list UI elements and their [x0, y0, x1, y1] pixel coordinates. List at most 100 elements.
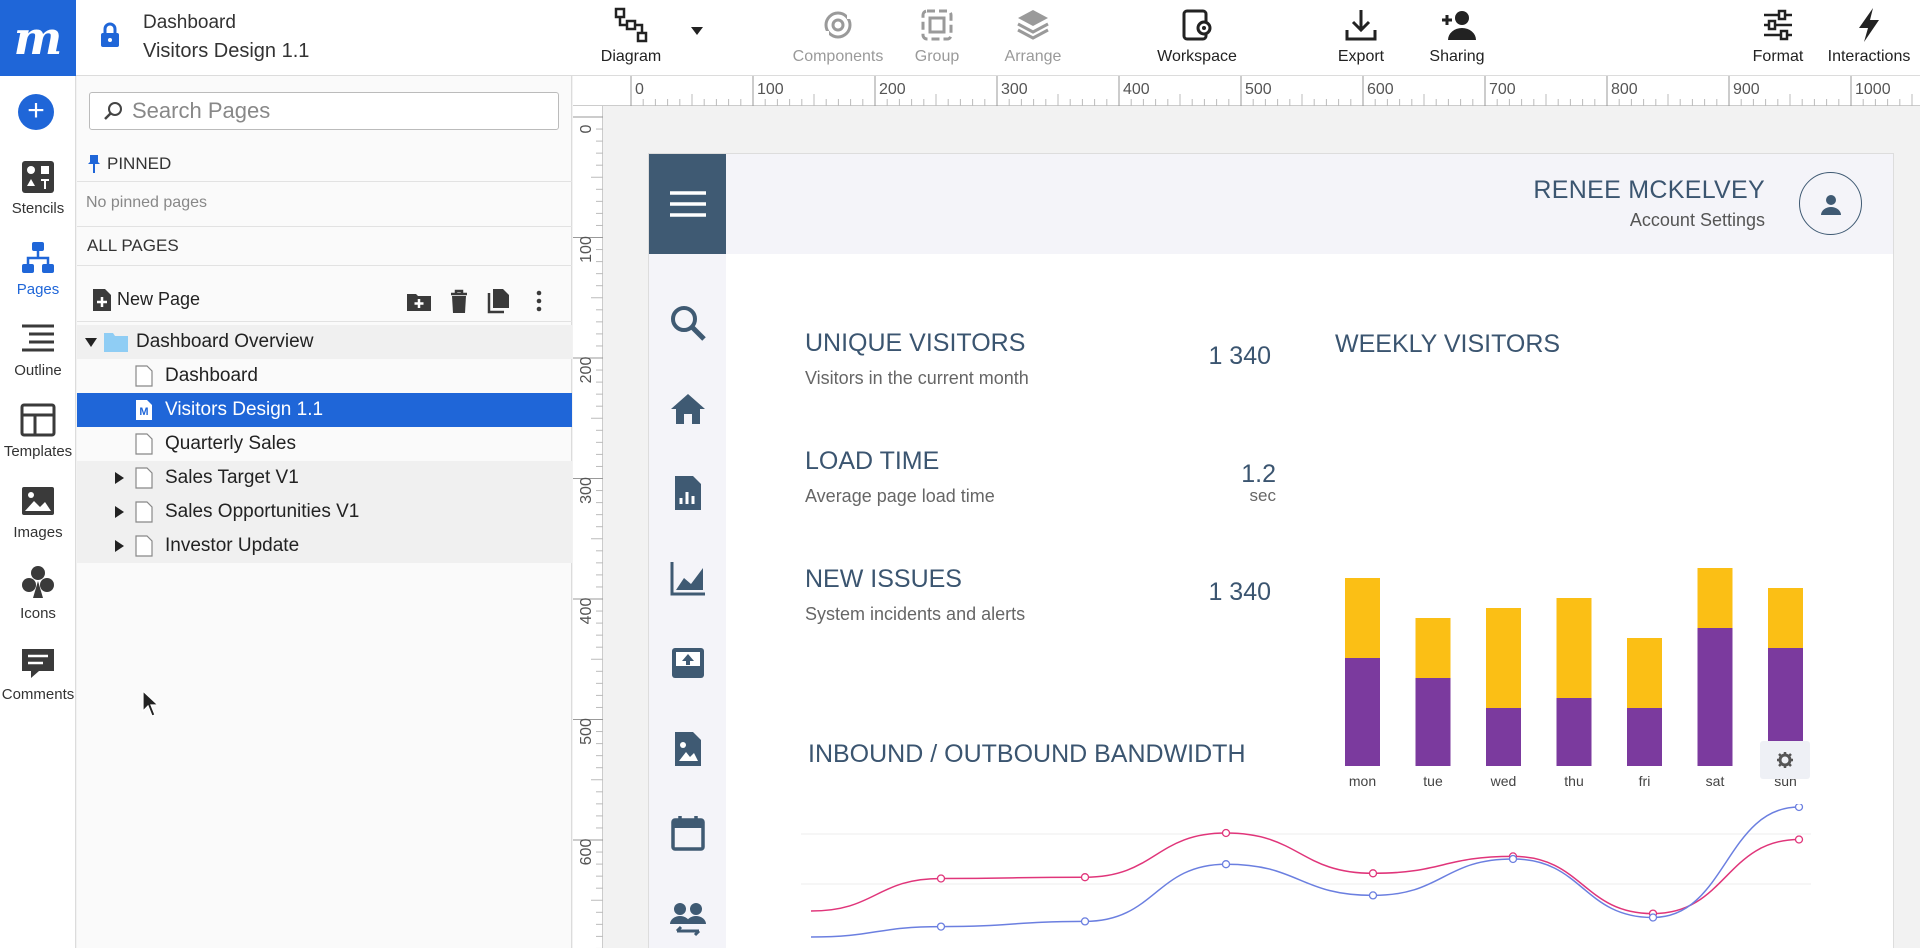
- collapsed-arrow-icon[interactable]: [113, 506, 125, 518]
- bar-segment-fri-1[interactable]: [1627, 638, 1662, 708]
- series-point-0[interactable]: [1221, 828, 1231, 838]
- series-point-1[interactable]: [1080, 917, 1090, 926]
- chart-settings-button[interactable]: [1760, 741, 1810, 779]
- new-folder-icon[interactable]: [406, 288, 432, 314]
- home-icon[interactable]: [669, 390, 707, 428]
- lock-icon[interactable]: [100, 22, 120, 48]
- bar-segment-fri-0[interactable]: [1627, 708, 1662, 766]
- bar-segment-sat-0[interactable]: [1697, 628, 1733, 766]
- tree-item-sales-target[interactable]: Sales Target V1: [77, 461, 572, 495]
- bar-segment-wed-1[interactable]: [1486, 608, 1521, 708]
- folder-icon: [104, 333, 128, 352]
- upload-box-icon[interactable]: [669, 644, 707, 682]
- user-name[interactable]: RENEE MCKELVEY: [1533, 176, 1765, 204]
- series-point-1[interactable]: [936, 922, 946, 931]
- tree-item-investor-update[interactable]: Investor Update: [77, 529, 572, 563]
- page-icon: [135, 467, 153, 489]
- diagram-button[interactable]: Diagram: [576, 6, 686, 70]
- kpi-unique-visitors-value: 1 340: [1208, 342, 1271, 370]
- ruler-label: 300: [1001, 81, 1028, 98]
- tree-item-dashboard[interactable]: Dashboard: [77, 359, 572, 393]
- mock-menu-button[interactable]: [649, 154, 726, 254]
- format-button[interactable]: Format: [1723, 6, 1833, 70]
- arrange-button[interactable]: Arrange: [978, 6, 1088, 70]
- collapsed-arrow-icon[interactable]: [113, 540, 125, 552]
- search-input[interactable]: [132, 98, 552, 124]
- report-icon[interactable]: [669, 474, 707, 512]
- series-point-0[interactable]: [1080, 873, 1090, 882]
- more-vertical-icon[interactable]: [526, 288, 552, 314]
- stencils-label: Stencils: [11, 200, 65, 217]
- rail-templates[interactable]: Templates: [0, 401, 76, 473]
- bar-segment-tue-1[interactable]: [1415, 618, 1451, 678]
- bar-segment-sun-1[interactable]: [1768, 588, 1803, 648]
- series-point-0[interactable]: [936, 874, 946, 883]
- collapsed-arrow-icon[interactable]: [113, 472, 125, 484]
- app-logo[interactable]: m: [0, 0, 76, 76]
- components-icon: [823, 11, 853, 39]
- new-page-button[interactable]: New Page: [117, 289, 201, 309]
- pinned-header: PINNED: [77, 146, 572, 182]
- series-point-1[interactable]: [1648, 913, 1658, 922]
- no-pinned-message: No pinned pages: [77, 192, 572, 212]
- templates-label: Templates: [3, 443, 73, 460]
- bar-segment-thu-1[interactable]: [1556, 598, 1592, 698]
- tree-item-visitors-design[interactable]: M Visitors Design 1.1: [77, 393, 572, 427]
- ruler-vertical[interactable]: 0 100 200 300 400 500 600: [573, 106, 603, 948]
- series-point-1[interactable]: [1221, 860, 1231, 869]
- ruler-ticks: 0 100 200 300 400 500 600: [573, 116, 603, 948]
- tree-folder-dashboard-overview[interactable]: Dashboard Overview: [77, 325, 572, 359]
- document-title[interactable]: Visitors Design 1.1: [143, 40, 310, 62]
- breadcrumb[interactable]: Dashboard: [143, 12, 236, 33]
- rail-stencils[interactable]: Stencils: [0, 158, 76, 230]
- tree-item-quarterly-sales[interactable]: Quarterly Sales: [77, 427, 572, 461]
- workspace-button[interactable]: Workspace: [1142, 6, 1252, 70]
- ruler-label: 500: [578, 718, 595, 745]
- area-chart-icon[interactable]: [669, 559, 707, 597]
- ruler-label: 700: [1489, 81, 1516, 98]
- rail-pages[interactable]: Pages: [0, 239, 76, 311]
- components-button[interactable]: Components: [783, 6, 893, 70]
- search-icon[interactable]: [669, 304, 707, 342]
- rail-icons[interactable]: Icons: [0, 563, 76, 635]
- rail-images[interactable]: Images: [0, 482, 76, 554]
- rail-outline[interactable]: Outline: [0, 320, 76, 392]
- expanded-arrow-icon[interactable]: [85, 336, 97, 348]
- kpi-load-time-value: 1.2: [1241, 460, 1276, 488]
- bar-segment-sat-1[interactable]: [1697, 568, 1733, 628]
- page-icon: [135, 433, 153, 455]
- series-point-1[interactable]: [1794, 804, 1804, 812]
- tree-item-label: Dashboard: [165, 365, 258, 386]
- bar-segment-tue-0[interactable]: [1415, 678, 1451, 766]
- ruler-horizontal[interactable]: 0 100 200 300 400 500 600 700 800 900 1000: [573, 76, 1920, 106]
- account-settings-link[interactable]: Account Settings: [1629, 210, 1765, 230]
- rail-comments[interactable]: Comments: [0, 644, 76, 716]
- series-point-0[interactable]: [1794, 835, 1804, 844]
- artboard-visitors-design[interactable]: RENEE MCKELVEY Account Settings UNIQUE V…: [649, 154, 1893, 948]
- new-page-icon[interactable]: [91, 288, 113, 312]
- sitemap-icon: [22, 242, 54, 273]
- export-button[interactable]: Export: [1306, 6, 1416, 70]
- bar-segment-mon-0[interactable]: [1345, 658, 1380, 766]
- duplicate-icon[interactable]: [486, 288, 512, 314]
- users-swap-icon[interactable]: [669, 900, 707, 938]
- add-button[interactable]: +: [18, 94, 54, 130]
- interactions-button[interactable]: Interactions: [1814, 6, 1920, 70]
- group-button[interactable]: Group: [882, 6, 992, 70]
- trash-icon[interactable]: [446, 288, 472, 314]
- kpi-new-issues-value: 1 340: [1208, 578, 1271, 606]
- image-file-icon[interactable]: [669, 730, 707, 768]
- series-point-0[interactable]: [1368, 869, 1378, 878]
- user-icon: [1820, 194, 1841, 215]
- calendar-icon[interactable]: [669, 814, 707, 852]
- all-pages-label: ALL PAGES: [87, 236, 179, 255]
- bar-segment-wed-0[interactable]: [1486, 708, 1521, 766]
- bar-segment-mon-1[interactable]: [1345, 578, 1380, 658]
- bar-segment-thu-0[interactable]: [1556, 698, 1592, 766]
- avatar[interactable]: [1799, 172, 1862, 235]
- chevron-down-icon[interactable]: [690, 26, 704, 36]
- tree-item-sales-opportunities[interactable]: Sales Opportunities V1: [77, 495, 572, 529]
- series-point-1[interactable]: [1508, 854, 1518, 864]
- sharing-button[interactable]: Sharing: [1402, 6, 1512, 70]
- series-point-1[interactable]: [1368, 891, 1378, 900]
